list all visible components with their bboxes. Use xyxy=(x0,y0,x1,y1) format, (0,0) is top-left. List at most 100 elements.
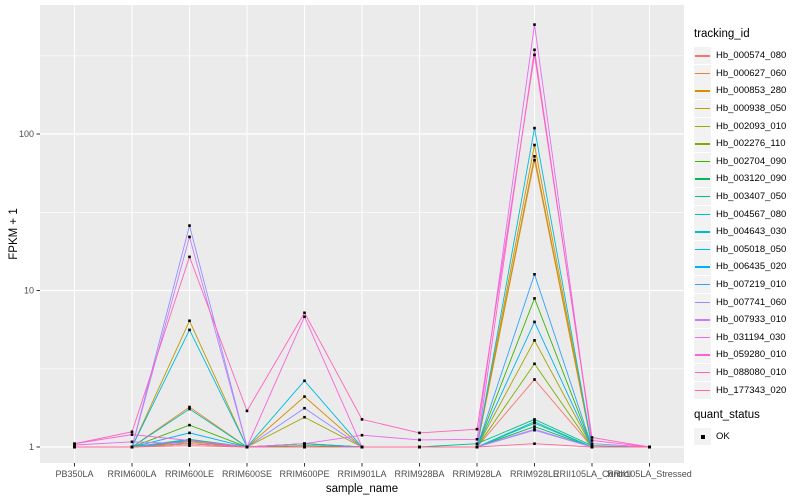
data-point xyxy=(475,442,479,445)
legend-item-Hb_000853_280: Hb_000853_280 xyxy=(694,82,798,100)
legend-item-Hb_000574_080: Hb_000574_080 xyxy=(694,47,798,65)
legend-item-quant-ok: OK xyxy=(694,428,798,446)
data-point xyxy=(188,255,191,259)
data-point xyxy=(130,433,134,436)
data-point xyxy=(533,339,536,342)
legend-key-line-icon xyxy=(694,100,711,118)
legend-key-line-icon xyxy=(694,135,711,153)
data-point xyxy=(188,235,191,239)
data-point xyxy=(533,297,536,300)
data-point xyxy=(303,415,306,419)
legend-item-label: Hb_003407_050 xyxy=(716,191,787,203)
data-point xyxy=(303,311,306,315)
data-point xyxy=(533,320,536,324)
data-point xyxy=(533,158,536,162)
data-point xyxy=(533,126,536,130)
x-tick-label: RRIM928LA xyxy=(452,469,501,479)
legend-key-line-icon xyxy=(694,47,711,65)
data-point xyxy=(418,445,421,449)
data-point xyxy=(590,439,594,442)
data-point xyxy=(533,420,536,423)
data-point xyxy=(130,430,134,434)
data-point xyxy=(475,438,479,441)
legend-item-label: OK xyxy=(716,431,730,443)
data-point xyxy=(648,445,651,449)
data-point xyxy=(188,439,191,442)
data-point xyxy=(533,421,536,425)
data-point xyxy=(188,444,191,447)
legend-item-Hb_059280_010: Hb_059280_010 xyxy=(694,346,798,364)
y-axis-title: FPKM + 1 xyxy=(8,208,20,260)
legend-item-Hb_007741_060: Hb_007741_060 xyxy=(694,293,798,311)
legend-panel: tracking_id Hb_000574_080 Hb_000627_060 Hb… xyxy=(694,28,798,446)
legend-key-line-icon xyxy=(694,117,711,135)
x-tick-label: RRII105LA_Stressed xyxy=(607,469,692,479)
data-point xyxy=(533,425,536,428)
legend-item-Hb_005018_050: Hb_005018_050 xyxy=(694,240,798,259)
legend-key-line-icon xyxy=(694,152,711,170)
legend-item-Hb_003120_090: Hb_003120_090 xyxy=(694,170,798,188)
legend-item-Hb_088080_010: Hb_088080_010 xyxy=(694,363,798,382)
legend-item-Hb_002704_090: Hb_002704_090 xyxy=(694,152,798,171)
y-tick-label: 10 xyxy=(24,286,34,296)
legend-item-Hb_003407_050: Hb_003407_050 xyxy=(694,188,798,206)
legend-item-label: Hb_000574_080 xyxy=(716,50,787,62)
legend-color-items: Hb_000574_080 Hb_000627_060 Hb_000853_280 H… xyxy=(694,47,798,399)
x-tick-label: RRIM928BA xyxy=(394,469,444,479)
data-point xyxy=(188,319,191,323)
legend-item-label: Hb_005018_050 xyxy=(716,243,787,255)
legend-key-line-icon xyxy=(694,363,711,381)
data-point xyxy=(533,53,536,57)
x-tick-label: RRIM600LA xyxy=(107,469,156,479)
data-point xyxy=(188,423,191,427)
legend-key-line-icon xyxy=(694,258,711,276)
legend-item-label: Hb_002704_090 xyxy=(716,155,787,167)
data-point xyxy=(418,431,421,435)
data-point xyxy=(533,378,536,381)
data-point xyxy=(188,328,191,332)
data-point xyxy=(303,395,306,398)
legend-key-line-icon xyxy=(694,311,711,329)
legend-item-label: Hb_004643_030 xyxy=(716,226,787,238)
legend-key-line-icon xyxy=(694,276,711,294)
legend-item-Hb_007933_010: Hb_007933_010 xyxy=(694,311,798,329)
y-tick-label: 1 xyxy=(29,442,34,452)
legend-key-point-icon xyxy=(694,428,711,446)
legend-item-label: Hb_006435_020 xyxy=(716,261,787,273)
legend-item-Hb_004643_030: Hb_004643_030 xyxy=(694,223,798,241)
legend-item-label: Hb_059280_010 xyxy=(716,349,787,361)
data-point xyxy=(360,445,364,449)
data-point xyxy=(188,407,191,411)
legend-shape-items: OK xyxy=(694,428,798,446)
data-point xyxy=(130,445,134,449)
legend-item-Hb_004567_080: Hb_004567_080 xyxy=(694,205,798,223)
x-tick-label: RRIM928LE xyxy=(510,469,559,479)
y-tick-label: 100 xyxy=(19,129,34,139)
legend-key-line-icon xyxy=(694,293,711,311)
x-tick-label: RRIM600SE xyxy=(222,469,272,479)
legend-key-line-icon xyxy=(694,223,711,241)
legend-item-label: Hb_007933_010 xyxy=(716,314,787,326)
data-point xyxy=(303,379,306,383)
legend-key-line-icon xyxy=(694,240,711,258)
x-axis-title: sample_name xyxy=(325,483,399,495)
legend-title-tracking-id: tracking_id xyxy=(694,28,750,40)
legend-key-line-icon xyxy=(694,64,711,82)
data-point xyxy=(533,427,536,431)
data-point xyxy=(245,445,249,449)
data-point xyxy=(245,409,249,413)
legend-item-Hb_031194_030: Hb_031194_030 xyxy=(694,328,798,347)
data-point xyxy=(188,405,191,409)
legend-item-label: Hb_003120_090 xyxy=(716,173,787,185)
legend-key-line-icon xyxy=(694,346,711,364)
data-point xyxy=(533,48,536,52)
legend-item-label: Hb_000938_050 xyxy=(716,103,787,115)
data-point xyxy=(533,273,536,276)
data-point xyxy=(590,442,594,445)
data-point xyxy=(590,445,594,449)
x-tick-label: RRIM600PE xyxy=(279,469,329,479)
legend-item-label: Hb_088080_010 xyxy=(716,366,787,378)
legend-key-line-icon xyxy=(694,188,711,206)
data-point xyxy=(303,315,306,318)
